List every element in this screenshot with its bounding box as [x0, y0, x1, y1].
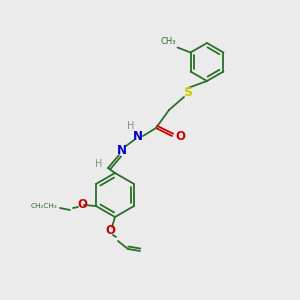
Text: ethoxy: ethoxy [42, 202, 68, 211]
Text: O: O [77, 199, 87, 212]
Text: O: O [175, 130, 185, 142]
Text: H: H [95, 159, 103, 169]
Text: N: N [133, 130, 143, 142]
Text: S: S [184, 86, 193, 100]
Text: CH₃: CH₃ [160, 38, 176, 46]
Text: CH₂CH₃: CH₂CH₃ [30, 203, 57, 209]
Text: O: O [105, 224, 115, 238]
Text: N: N [117, 143, 127, 157]
Text: H: H [127, 121, 135, 131]
